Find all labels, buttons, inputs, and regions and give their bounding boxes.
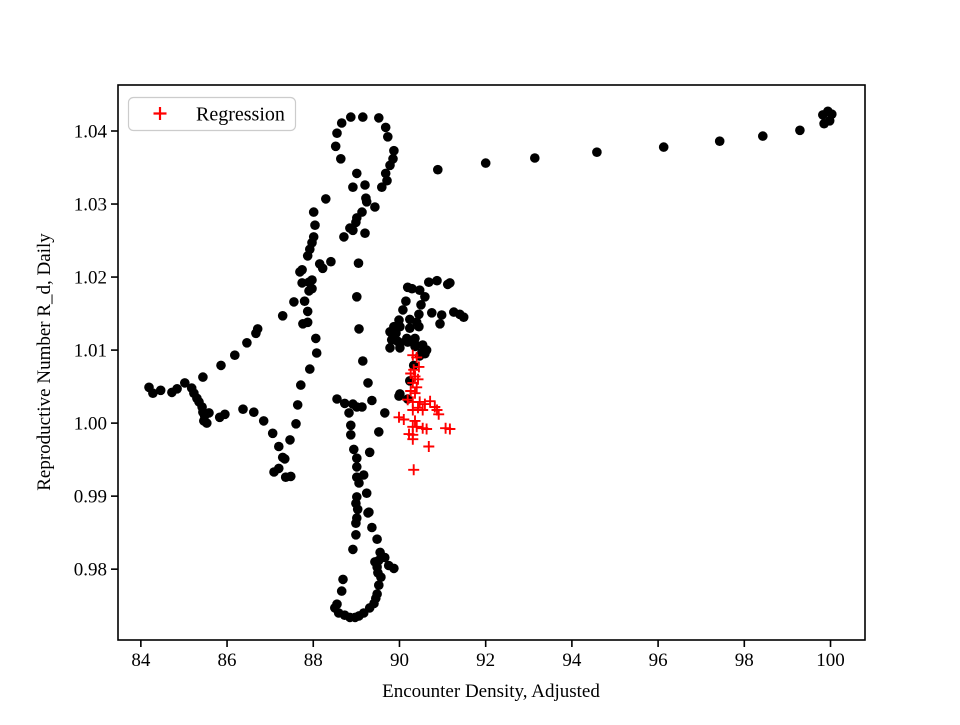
axes-spines xyxy=(117,84,866,641)
svg-text:86: 86 xyxy=(218,650,237,671)
trajectory-scatter-points xyxy=(144,106,837,623)
y-axis-label: Reproductive Number R_d, Daily xyxy=(34,233,55,491)
legend: Regression xyxy=(127,96,297,132)
regression-scatter-points xyxy=(393,349,456,476)
svg-text:90: 90 xyxy=(390,650,409,671)
axis-ticks xyxy=(111,130,832,647)
svg-text:94: 94 xyxy=(562,650,582,671)
svg-text:1.04: 1.04 xyxy=(74,122,108,143)
svg-text:1.03: 1.03 xyxy=(74,195,107,216)
svg-text:1.01: 1.01 xyxy=(74,341,107,362)
legend-label: Regression xyxy=(196,104,285,126)
svg-text:88: 88 xyxy=(304,650,323,671)
svg-text:1.00: 1.00 xyxy=(74,414,107,435)
x-tick-labels: 84 86 88 90 92 94 96 98 100 xyxy=(131,650,844,671)
y-tick-labels: 0.98 0.99 1.00 1.01 1.02 1.03 1.04 xyxy=(74,122,108,581)
svg-text:100: 100 xyxy=(816,650,845,671)
svg-text:1.02: 1.02 xyxy=(74,268,107,289)
svg-text:96: 96 xyxy=(649,650,668,671)
legend-box xyxy=(127,96,297,132)
plot-area xyxy=(118,85,865,640)
svg-text:0.99: 0.99 xyxy=(74,487,107,508)
svg-text:98: 98 xyxy=(735,650,754,671)
x-axis-label: Encounter Density, Adjusted xyxy=(382,681,600,702)
svg-text:84: 84 xyxy=(131,650,151,671)
svg-text:0.98: 0.98 xyxy=(74,560,107,581)
svg-text:92: 92 xyxy=(476,650,495,671)
legend-plus-icon xyxy=(153,107,167,120)
